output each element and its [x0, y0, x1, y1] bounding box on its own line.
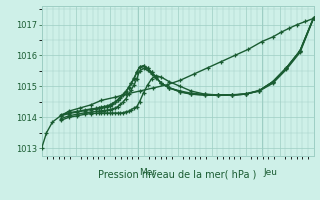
Text: Mer: Mer: [140, 168, 157, 177]
Text: Jeu: Jeu: [263, 168, 277, 177]
X-axis label: Pression niveau de la mer( hPa ): Pression niveau de la mer( hPa ): [99, 169, 257, 179]
